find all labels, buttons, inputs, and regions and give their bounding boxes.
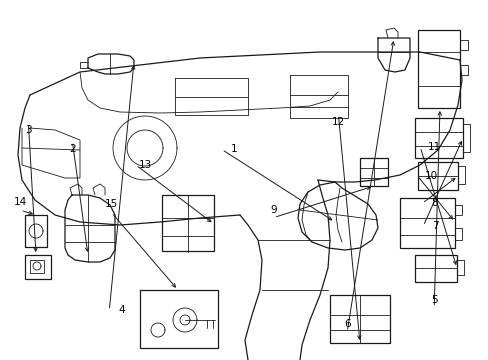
Bar bbox=[329, 295, 389, 343]
Text: 12: 12 bbox=[331, 117, 345, 127]
Bar bbox=[25, 255, 51, 279]
Text: 2: 2 bbox=[69, 144, 76, 154]
Bar bbox=[162, 195, 214, 251]
Text: 11: 11 bbox=[427, 142, 440, 152]
Text: 8: 8 bbox=[430, 198, 437, 208]
Bar bbox=[414, 118, 462, 158]
Bar bbox=[417, 30, 459, 108]
Text: 15: 15 bbox=[104, 199, 118, 210]
Bar bbox=[359, 158, 387, 186]
Bar bbox=[417, 162, 457, 190]
Text: 5: 5 bbox=[430, 294, 437, 305]
Text: 3: 3 bbox=[25, 125, 32, 135]
Bar bbox=[25, 215, 47, 247]
Text: 7: 7 bbox=[431, 221, 438, 231]
Text: 14: 14 bbox=[14, 197, 27, 207]
Text: 6: 6 bbox=[343, 319, 350, 329]
Bar bbox=[399, 198, 454, 248]
Text: 1: 1 bbox=[230, 144, 237, 154]
Text: 9: 9 bbox=[270, 204, 277, 215]
Bar bbox=[30, 260, 44, 273]
Bar bbox=[414, 255, 456, 282]
Text: 10: 10 bbox=[424, 171, 437, 181]
Text: 4: 4 bbox=[118, 305, 124, 315]
Bar bbox=[140, 290, 218, 348]
Text: 13: 13 bbox=[139, 160, 152, 170]
